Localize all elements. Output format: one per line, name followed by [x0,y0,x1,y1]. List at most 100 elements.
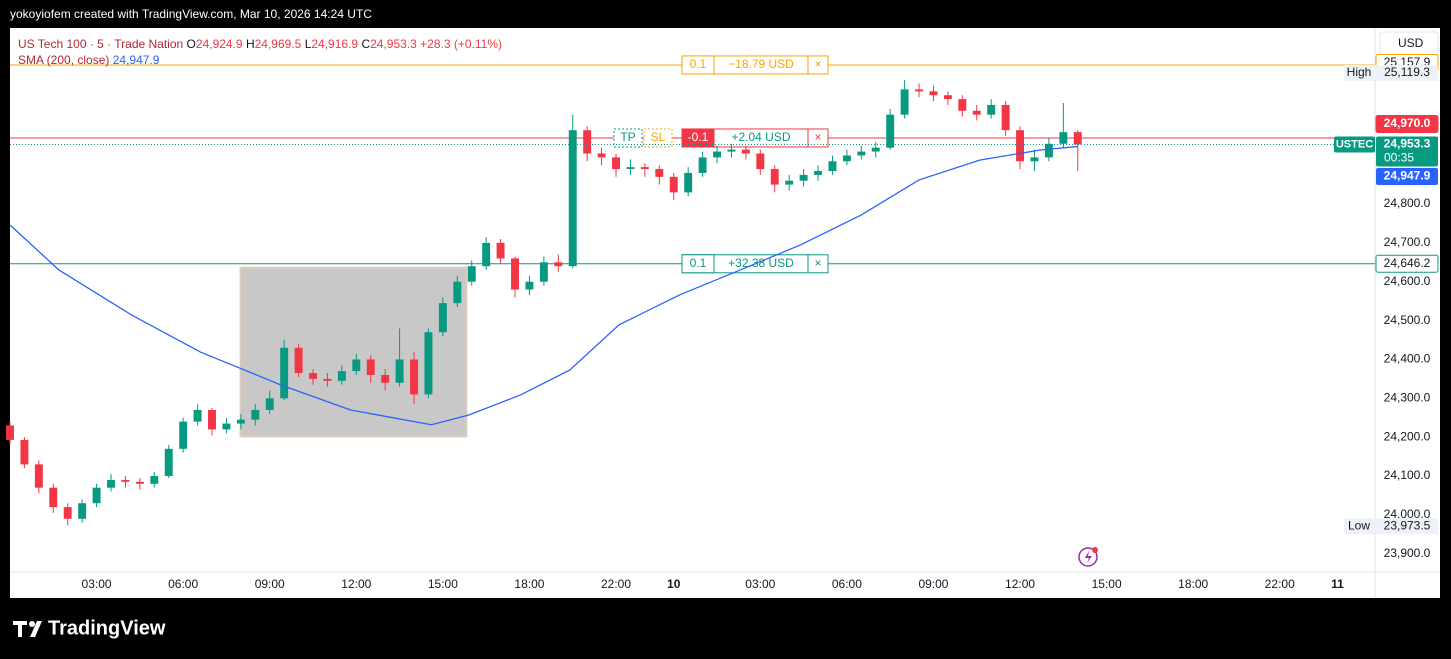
candle-body [857,151,866,156]
candle-body [92,487,101,504]
symbol-tag [1334,136,1375,153]
sma-label: 24,947.9 [1384,169,1431,183]
candle-body [684,172,693,193]
sl-label: SL [651,130,666,144]
drawn-rectangle[interactable] [239,266,468,438]
candle-body [958,99,967,111]
candle-body [915,89,924,92]
sma-line [9,145,1078,426]
candle-body [63,507,72,519]
alert-bolt [1085,551,1092,563]
candle-body [741,149,750,154]
candle-body [49,487,58,508]
candle-body [972,110,981,115]
candle-body [366,359,375,375]
qty-box [681,128,715,148]
extreme-box [1344,64,1438,81]
candle-body [410,359,418,395]
candle-body [612,157,620,170]
candle-body [554,262,563,267]
candle-body [842,155,851,162]
alert-icon[interactable] [1078,547,1098,567]
candle-body [6,425,14,440]
close-button[interactable]: × [814,57,821,71]
y-tick-label: 24,800.0 [1384,196,1431,210]
y-tick-label: 24,300.0 [1384,390,1431,404]
y-tick-label: 24,400.0 [1384,352,1431,366]
qty-box [681,55,715,75]
candle-body [453,281,462,304]
extreme-name: Low [1348,518,1370,532]
ohlc-value: 24,916.9 [311,37,359,51]
x-tick-label: 03:00 [82,577,112,591]
change: +28.3 (+0.11%) [420,37,503,51]
ohlc-value: 24,953.3 [370,37,417,51]
qty: 0.1 [690,256,707,270]
ohlc-label: C [361,37,371,51]
close-button[interactable]: × [814,256,821,270]
ohlc-label: L [304,37,312,51]
tp-box [613,128,643,148]
candle-body [943,95,952,100]
legend-row: US Tech 100 · 5 · Trade Nation O24,924.9… [18,36,502,52]
footer-brand: TradingView [48,617,166,639]
candle-body [669,176,678,193]
candle-body [871,147,880,152]
ohlc-value: 24,969.5 [254,37,302,51]
symbol: US Tech 100 · 5 · Trade Nation [18,37,184,51]
x-tick-label: 22:00 [1265,577,1295,591]
candle-body [655,169,664,177]
candle-body [467,266,476,282]
legend-row: SMA (200, close) 24,947.9 [18,52,502,68]
candle-body [309,373,317,379]
candle-body [785,180,794,185]
candle-body [539,262,548,282]
pnl: −18.79 USD [728,57,794,71]
candle-body [236,419,245,424]
ohlc-label: H [245,37,255,51]
candle-body [193,409,202,422]
candle-body [179,421,188,449]
countdown: 00:35 [1384,151,1414,165]
candle-body [323,378,332,381]
pnl: +32.38 USD [728,256,794,270]
candle-body [20,439,29,465]
candle-body [886,114,895,148]
candle-body [337,371,346,381]
candle-body [770,169,779,185]
y-tick-label: 24,700.0 [1384,235,1431,249]
y-tick-label: 24,000.0 [1384,507,1431,521]
candle-body [1044,143,1053,158]
candle-body [525,281,534,290]
candle-body [640,167,649,170]
qty: -0.1 [688,130,709,144]
x-tick-label: 15:00 [1092,577,1122,591]
credit: yokoyiofem created with TradingView.com,… [10,7,372,21]
x-tick-label: 09:00 [255,577,285,591]
candle-body [438,303,447,333]
extreme-name: High [1347,65,1372,79]
candle-body [1016,130,1025,162]
extreme-value: 25,119.3 [1384,65,1430,79]
chart-area [10,28,1440,598]
price-label-box [1375,114,1439,133]
candle-body [756,153,765,170]
candle-body [727,149,736,152]
x-tick-label: 11 [1331,577,1344,591]
price-label-box [1375,254,1439,273]
y-tick-label: 24,600.0 [1384,274,1431,288]
x-tick-label: 12:00 [1005,577,1035,591]
candle-body [597,153,606,158]
symbol-tag-label: USTEC [1336,138,1373,150]
indicator-name: SMA (200, close) [18,53,110,67]
candle-body [496,242,505,259]
candle-body [107,479,115,488]
x-tick-label: 06:00 [832,577,862,591]
extreme-value: 23,973.5 [1384,518,1431,532]
currency-label[interactable]: USD [1398,36,1424,50]
close-button[interactable]: × [814,130,821,144]
ohlc-value: 24,924.9 [195,37,243,51]
y-tick-label: 23,900.0 [1384,546,1431,560]
candle-body [1073,132,1082,145]
candle-body [568,130,577,267]
